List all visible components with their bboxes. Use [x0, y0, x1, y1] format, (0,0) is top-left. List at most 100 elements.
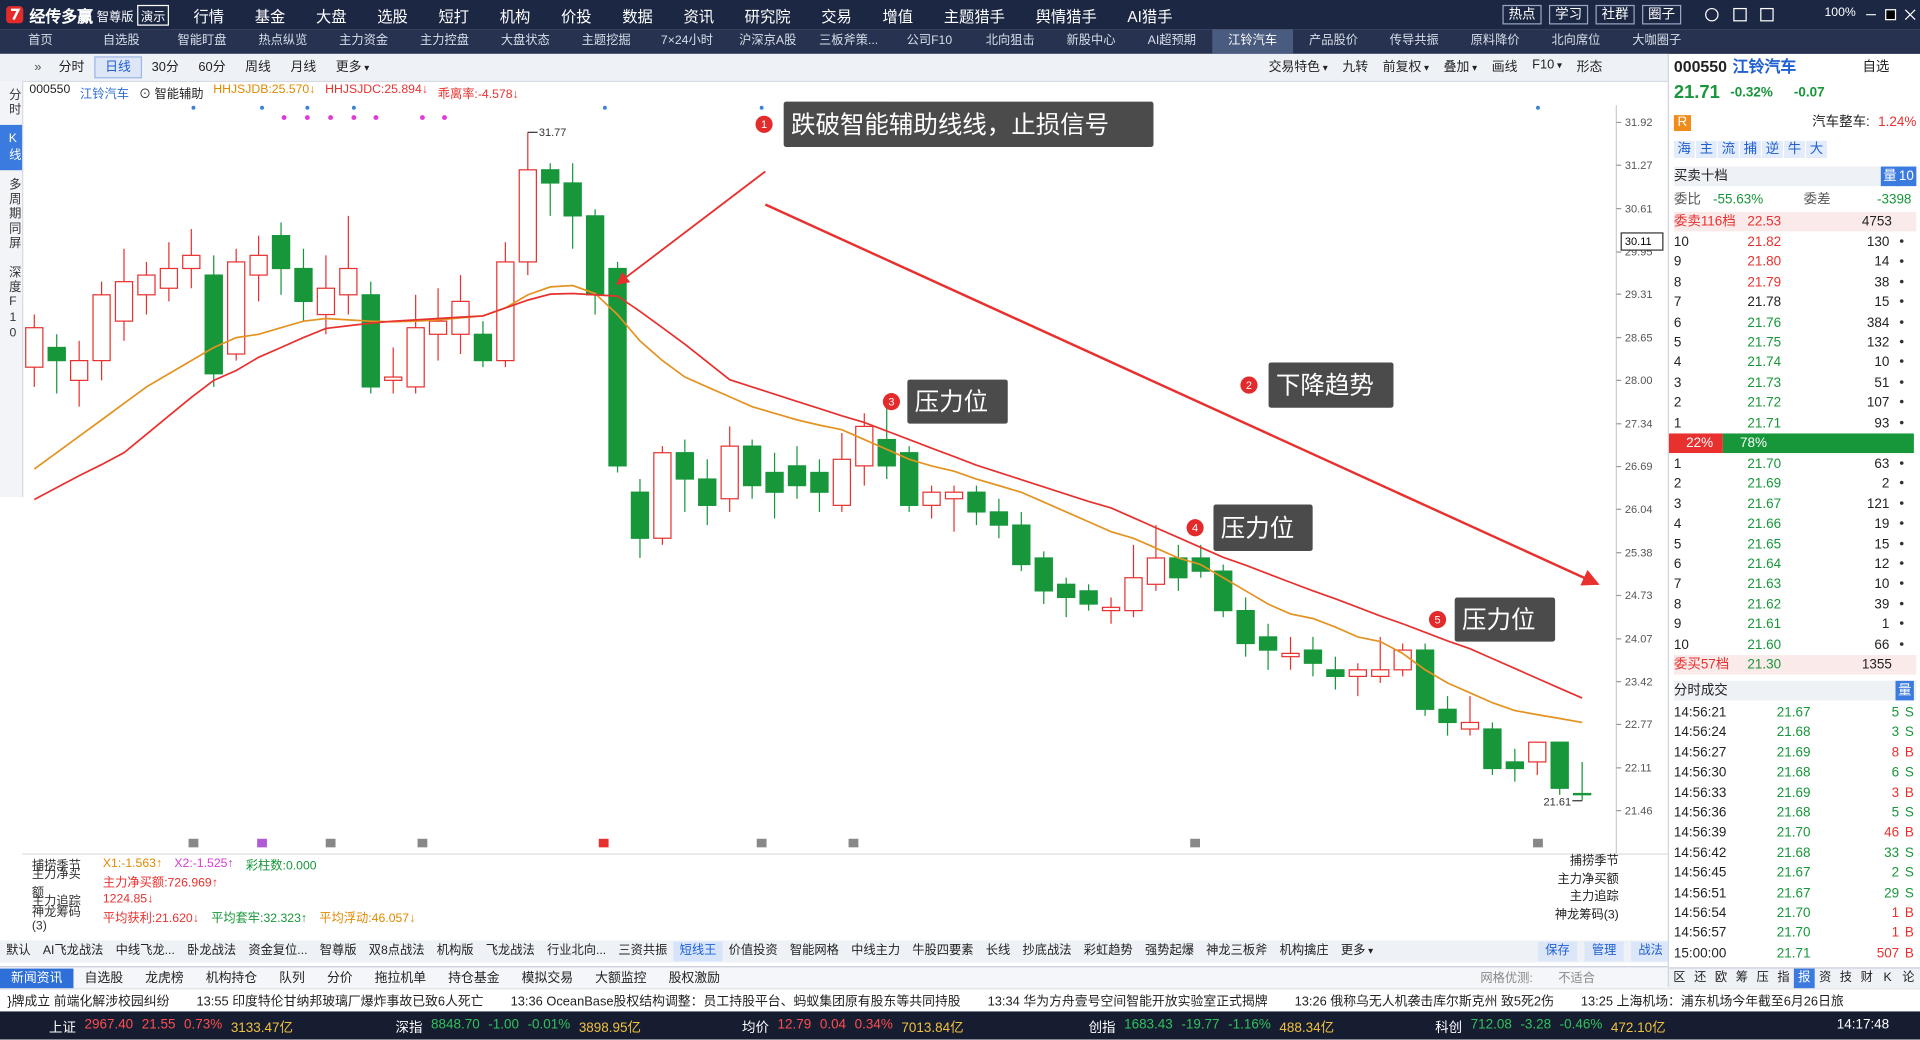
side-icon[interactable]: 报 [1793, 968, 1815, 989]
side-icon[interactable]: 财 [1860, 971, 1873, 985]
menu-item[interactable]: 大盘 [315, 7, 347, 26]
side-icon[interactable]: 区 [1673, 971, 1686, 985]
strategy-tab[interactable]: 双8点战法 [368, 944, 425, 958]
nav-tab[interactable]: 江铃汽车 [1212, 29, 1294, 54]
period-tab[interactable]: 月线 [290, 60, 317, 75]
side-icon[interactable]: 还 [1694, 971, 1707, 985]
news-tab[interactable]: 分价 [326, 970, 353, 986]
tool-button[interactable]: 画线 [1491, 60, 1518, 75]
nav-tab[interactable]: 三板斧策... [818, 34, 879, 48]
strategy-tab[interactable]: 卧龙战法 [187, 944, 237, 958]
menu-item[interactable]: 交易 [821, 7, 852, 26]
strategy-tab[interactable]: 机构擒庄 [1279, 944, 1329, 958]
side-icon[interactable]: 欧 [1714, 971, 1728, 985]
collapse-icon[interactable]: » [34, 60, 42, 75]
strategy-tab[interactable]: 更多 [1335, 942, 1379, 962]
side-tab[interactable]: 多周期同屏 [6, 177, 20, 252]
period-tab[interactable]: 更多 [326, 58, 379, 79]
side-tab[interactable]: 深度F10 [6, 265, 20, 343]
indicator-label[interactable]: 主力追踪 [1569, 890, 1619, 904]
nav-tab[interactable]: 主力控盘 [420, 34, 469, 48]
side-tab[interactable]: 分时 [6, 88, 20, 118]
indicator-label[interactable]: 神龙筹码(3) [1554, 907, 1619, 922]
side-icon[interactable]: 指 [1777, 971, 1790, 985]
news-item[interactable]: 13:55 印度特伦甘纳邦玻璃厂爆炸事故已致6人死亡 [196, 994, 484, 1009]
nav-tab[interactable]: 主题挖掘 [581, 34, 631, 48]
tool-button[interactable]: 叠加 [1444, 58, 1477, 76]
news-tab[interactable]: 新闻资讯 [0, 967, 74, 989]
news-tab[interactable]: 队列 [279, 970, 305, 986]
nav-tab[interactable]: 原料降价 [1470, 34, 1520, 48]
nav-tab[interactable]: 智能盯盘 [177, 34, 227, 48]
strategy-tab[interactable]: 神龙三板斧 [1206, 944, 1268, 958]
window-controls[interactable] [1861, 5, 1917, 25]
nav-tab[interactable]: 公司F10 [906, 34, 953, 48]
nav-tab[interactable]: 新股中心 [1066, 34, 1116, 48]
news-tab[interactable]: 自选股 [84, 970, 124, 986]
nav-tab[interactable]: 北向席位 [1551, 34, 1601, 48]
menu-item[interactable]: 增值 [882, 7, 914, 26]
strategy-tab[interactable]: 资金复位... [248, 944, 308, 958]
indicator-name[interactable]: ⊙ 智能辅助 [138, 88, 204, 102]
menu-item[interactable]: AI猎手 [1127, 7, 1173, 26]
nav-tab[interactable]: 大咖圈子 [1632, 34, 1682, 48]
news-tab[interactable]: 机构持仓 [205, 970, 258, 986]
strategy-tab[interactable]: AI飞龙战法 [42, 944, 104, 958]
tool-button[interactable]: 九转 [1342, 60, 1369, 75]
side-icon[interactable]: 筹 [1735, 971, 1748, 985]
news-tab[interactable]: 大额监控 [595, 970, 647, 986]
indicator-label[interactable]: 主力净买额 [1557, 872, 1619, 886]
news-item[interactable]: 13:36 OceanBase股权结构调整：员工持股平台、蚂蚁集团原有股东等共同… [510, 994, 961, 1009]
news-item[interactable]: 13:34 华为方舟壹号空间智能开放实验室正式揭牌 [987, 994, 1268, 1009]
strategy-tab[interactable]: 中线主力 [851, 944, 901, 958]
nav-tab[interactable]: 热点纵览 [258, 34, 308, 48]
strategy-tab[interactable]: 智尊版 [319, 944, 357, 958]
period-tab[interactable]: 日线 [94, 56, 142, 79]
side-icon[interactable]: K [1883, 971, 1892, 985]
strategy-tab[interactable]: 行业北向... [546, 944, 607, 958]
strategy-button[interactable]: 管理 [1584, 941, 1624, 962]
strategy-tab[interactable]: 中线飞龙... [115, 944, 175, 958]
strategy-tab[interactable]: 机构版 [436, 944, 474, 958]
top-button[interactable]: 圈子 [1642, 4, 1682, 25]
tool-button[interactable]: 形态 [1576, 60, 1603, 75]
menu-item[interactable]: 主题猎手 [943, 7, 1005, 26]
period-tab[interactable]: 分时 [58, 60, 85, 75]
strategy-tab[interactable]: 强势起爆 [1144, 944, 1194, 958]
news-tab[interactable]: 龙虎榜 [145, 970, 184, 986]
nav-tab[interactable]: 北向狙击 [985, 34, 1035, 48]
tool-button[interactable]: F10 [1532, 58, 1562, 76]
period-tab[interactable]: 60分 [198, 60, 226, 75]
tool-button[interactable]: 前复权 [1383, 58, 1429, 76]
nav-tab[interactable]: 7×24小时 [660, 34, 713, 48]
news-tab[interactable]: 股权激励 [668, 970, 721, 986]
side-icon[interactable]: 资 [1818, 971, 1832, 985]
menu-item[interactable]: 价投 [560, 7, 592, 26]
news-item[interactable]: }牌成立 前端化解涉校园纠纷 [7, 994, 170, 1009]
top-button[interactable]: 热点 [1502, 4, 1542, 25]
strategy-tab[interactable]: 短线王 [673, 941, 723, 962]
strategy-tab[interactable]: 彩虹趋势 [1083, 944, 1133, 958]
nav-tab[interactable]: 首页 [28, 34, 53, 48]
strategy-tab[interactable]: 牛股四要素 [912, 944, 974, 958]
strategy-tab[interactable]: 三资共振 [618, 944, 668, 958]
strategy-tab[interactable]: 价值投资 [728, 944, 778, 958]
top-button[interactable]: 社群 [1595, 4, 1635, 25]
side-icon[interactable]: 压 [1756, 971, 1769, 985]
side-icon[interactable]: 论 [1902, 971, 1915, 985]
nav-tab[interactable]: 传导共振 [1389, 34, 1439, 48]
news-tab[interactable]: 持仓基金 [448, 970, 500, 986]
indicator-label[interactable]: 捕捞季节 [1569, 854, 1619, 869]
menu-item[interactable]: 资讯 [683, 7, 715, 26]
menu-item[interactable]: 舆情猎手 [1035, 7, 1097, 26]
strategy-tab[interactable]: 飞龙战法 [485, 944, 535, 958]
strategy-tab[interactable]: 智能网格 [789, 944, 839, 958]
period-tab[interactable]: 周线 [245, 60, 271, 75]
nav-tab[interactable]: 产品股价 [1308, 34, 1358, 48]
menu-item[interactable]: 机构 [499, 7, 531, 26]
menu-item[interactable]: 选股 [377, 7, 408, 26]
period-tab[interactable]: 30分 [151, 60, 179, 75]
news-item[interactable]: 13:26 俄称乌无人机袭击库尔斯克州 致5死2伤 [1294, 994, 1554, 1009]
tool-button[interactable]: 交易特色 [1269, 58, 1328, 76]
strategy-tab[interactable]: 抄底战法 [1022, 944, 1072, 958]
